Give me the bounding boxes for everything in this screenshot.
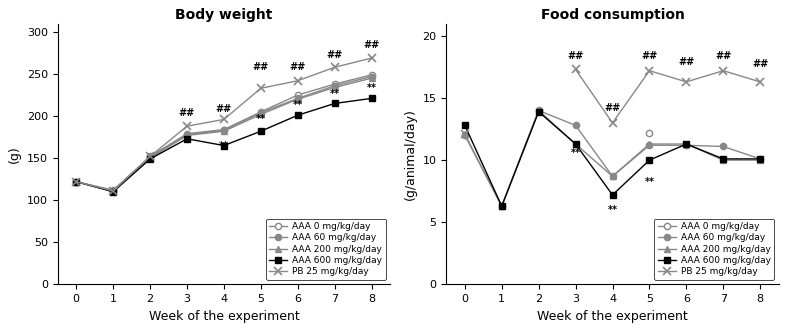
Text: **: ** [293, 100, 303, 110]
Y-axis label: (g/animal/day): (g/animal/day) [404, 108, 417, 200]
Text: **: ** [645, 177, 655, 187]
Title: Food consumption: Food consumption [541, 8, 685, 22]
Text: ##: ## [678, 57, 694, 67]
Text: ##: ## [641, 51, 658, 61]
Text: ##: ## [216, 104, 232, 115]
Text: ##: ## [604, 103, 621, 113]
Text: ##: ## [364, 40, 379, 50]
Text: ##: ## [290, 62, 306, 72]
Text: ##: ## [752, 60, 768, 70]
Y-axis label: (g): (g) [9, 145, 21, 163]
Text: ##: ## [253, 62, 269, 72]
Text: **: ** [608, 205, 618, 215]
Text: ##: ## [567, 51, 584, 61]
Text: **: ** [219, 141, 229, 151]
Title: Body weight: Body weight [176, 8, 272, 22]
Text: **: ** [256, 115, 266, 124]
X-axis label: Week of the experiment: Week of the experiment [149, 310, 299, 323]
Text: ##: ## [715, 51, 731, 61]
Legend: AAA 0 mg/kg/day, AAA 60 mg/kg/day, AAA 200 mg/kg/day, AAA 600 mg/kg/day, PB 25 m: AAA 0 mg/kg/day, AAA 60 mg/kg/day, AAA 2… [266, 218, 386, 280]
Text: **: ** [330, 89, 340, 99]
Text: ##: ## [327, 50, 343, 60]
Text: **: ** [367, 82, 377, 92]
X-axis label: Week of the experiment: Week of the experiment [538, 310, 688, 323]
Text: **: ** [571, 148, 581, 158]
Legend: AAA 0 mg/kg/day, AAA 60 mg/kg/day, AAA 200 mg/kg/day, AAA 600 mg/kg/day, PB 25 m: AAA 0 mg/kg/day, AAA 60 mg/kg/day, AAA 2… [654, 218, 774, 280]
Text: ##: ## [179, 108, 195, 118]
